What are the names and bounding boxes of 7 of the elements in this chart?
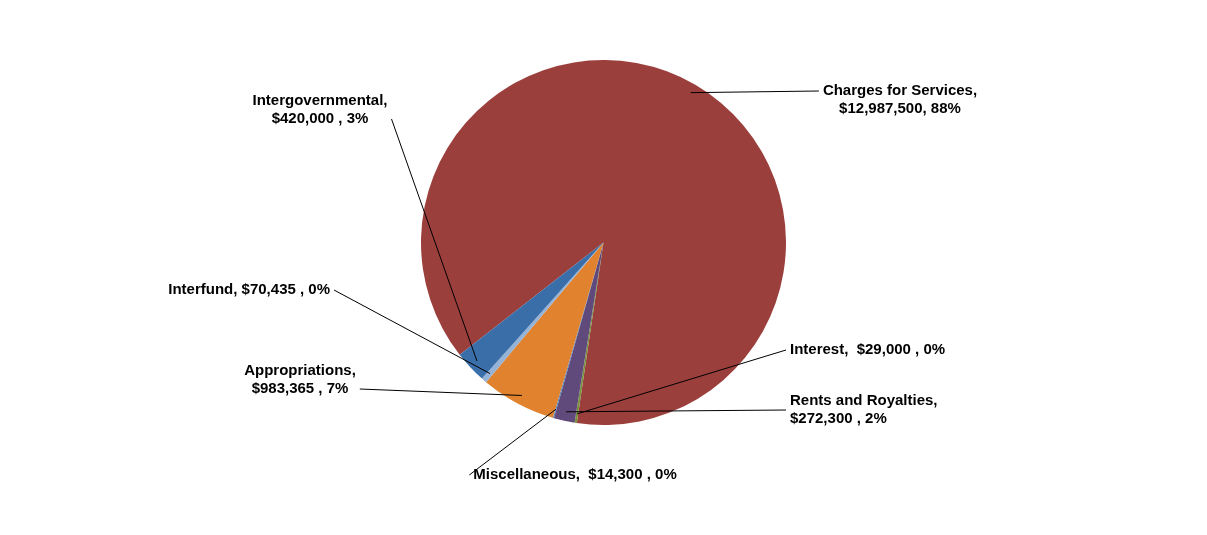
slice-label: Interest, $29,000 , 0% [790,340,946,358]
slice-label: Interfund, $70,435 , 0% [168,280,330,298]
slice-label: Appropriations, $983,365 , 7% [244,361,356,397]
slice-label: Intergovernmental, $420,000 , 3% [252,91,388,127]
slice-label: Miscellaneous, $14,300 , 0% [473,465,677,483]
slice-label: Rents and Royalties, $272,300 , 2% [790,391,938,427]
slice-label: Charges for Services, $12,987,500, 88% [822,81,978,117]
